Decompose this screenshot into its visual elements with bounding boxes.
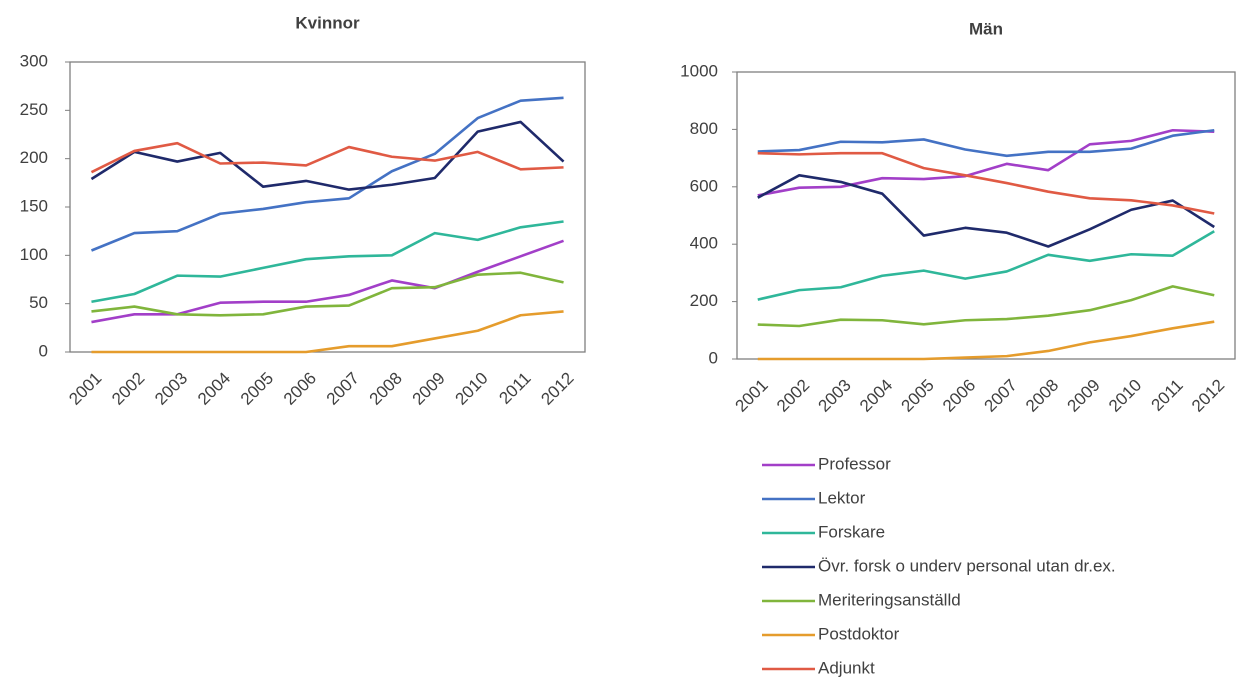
legend-label: Lektor xyxy=(818,488,866,507)
x-tick-label: 2004 xyxy=(194,369,234,409)
legend-label: Postdoktor xyxy=(818,624,900,643)
x-tick-label: 2009 xyxy=(1064,376,1104,416)
x-tick-label: 2002 xyxy=(773,376,813,416)
chart-title: Män xyxy=(969,19,1003,38)
line-series xyxy=(90,120,565,191)
y-tick-label: 100 xyxy=(20,245,48,264)
chart-title: Kvinnor xyxy=(295,13,360,32)
plot-area xyxy=(736,71,1236,360)
line-series xyxy=(757,128,1215,197)
x-tick-label: 2011 xyxy=(1147,376,1186,415)
line-series xyxy=(757,230,1215,301)
legend-label: Övr. forsk o underv personal utan dr.ex. xyxy=(818,556,1116,575)
x-tick-label: 2005 xyxy=(237,369,277,409)
y-tick-label: 150 xyxy=(20,196,48,215)
x-tick-label: 2010 xyxy=(1105,376,1145,416)
x-tick-label: 2006 xyxy=(939,376,979,416)
y-tick-label: 400 xyxy=(690,234,718,253)
y-tick-label: 300 xyxy=(20,51,48,70)
y-tick-label: 200 xyxy=(20,148,48,167)
x-tick-label: 2006 xyxy=(280,369,320,409)
y-tick-label: 200 xyxy=(690,291,718,310)
legend-label: Adjunkt xyxy=(818,658,875,677)
line-series xyxy=(90,96,564,252)
x-tick-label: 2009 xyxy=(409,369,449,409)
x-tick-label: 2008 xyxy=(1022,376,1062,416)
line-series xyxy=(757,151,1215,215)
x-tick-label: 2003 xyxy=(815,376,855,416)
x-tick-label: 2010 xyxy=(452,369,492,409)
line-series xyxy=(757,174,1215,248)
y-tick-label: 0 xyxy=(39,341,48,360)
legend-label: Forskare xyxy=(818,522,885,541)
y-tick-label: 50 xyxy=(29,293,48,312)
x-tick-label: 2001 xyxy=(65,369,105,409)
x-tick-label: 2002 xyxy=(108,369,148,409)
line-series xyxy=(757,320,1215,361)
line-series xyxy=(91,310,564,354)
x-tick-label: 2012 xyxy=(1188,376,1228,416)
x-tick-label: 2011 xyxy=(495,369,534,408)
line-series xyxy=(91,271,564,317)
x-tick-label: 2001 xyxy=(732,376,772,416)
x-tick-label: 2008 xyxy=(366,369,406,409)
line-series xyxy=(91,220,564,304)
x-tick-label: 2007 xyxy=(323,369,363,409)
line-series xyxy=(757,128,1215,158)
y-tick-label: 0 xyxy=(709,348,718,367)
y-tick-label: 1000 xyxy=(680,61,718,80)
line-series xyxy=(757,285,1215,328)
y-tick-label: 250 xyxy=(20,100,48,119)
y-tick-label: 800 xyxy=(690,119,718,138)
x-tick-label: 2012 xyxy=(537,369,577,409)
x-tick-label: 2005 xyxy=(898,376,938,416)
legend-label: Professor xyxy=(818,454,891,473)
x-tick-label: 2004 xyxy=(856,376,896,416)
x-tick-label: 2003 xyxy=(151,369,191,409)
line-series xyxy=(90,141,564,174)
legend-label: Meriteringsanställd xyxy=(818,590,961,609)
x-tick-label: 2007 xyxy=(981,376,1021,416)
y-tick-label: 600 xyxy=(690,176,718,195)
